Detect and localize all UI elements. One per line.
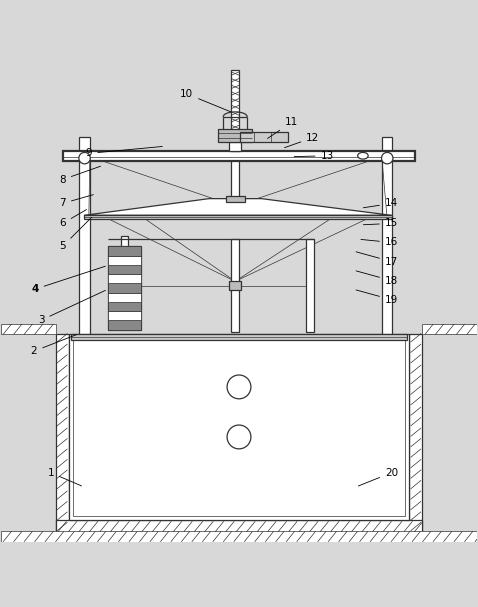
Bar: [231, 239, 239, 332]
Circle shape: [381, 152, 393, 164]
Text: 18: 18: [356, 271, 398, 286]
Text: 11: 11: [268, 117, 298, 138]
Bar: [218, 129, 252, 143]
Bar: [0, 531, 478, 542]
Text: 6: 6: [59, 209, 87, 228]
Bar: [382, 137, 392, 334]
Text: 7: 7: [59, 195, 93, 208]
Bar: [108, 265, 141, 274]
Circle shape: [79, 152, 90, 164]
Bar: [108, 283, 141, 293]
Bar: [108, 311, 141, 320]
Text: 17: 17: [356, 252, 398, 266]
Text: 4: 4: [32, 266, 105, 294]
Text: 16: 16: [361, 237, 398, 248]
Text: 10: 10: [180, 89, 231, 112]
Text: 19: 19: [356, 290, 398, 305]
Bar: [231, 160, 239, 198]
Bar: [73, 334, 405, 516]
Bar: [84, 215, 391, 219]
Bar: [108, 302, 141, 311]
Bar: [108, 246, 141, 256]
Text: 8: 8: [59, 166, 100, 185]
Text: 3: 3: [38, 290, 106, 325]
Text: 9: 9: [86, 146, 163, 158]
Bar: [231, 70, 239, 151]
Text: 20: 20: [358, 468, 398, 486]
Bar: [108, 293, 141, 302]
Circle shape: [227, 425, 251, 449]
Text: 14: 14: [363, 198, 398, 208]
Bar: [229, 143, 241, 151]
Bar: [63, 151, 415, 160]
Bar: [69, 334, 409, 520]
Bar: [79, 137, 90, 334]
Text: 15: 15: [363, 219, 398, 228]
Bar: [240, 132, 288, 143]
Bar: [423, 324, 478, 334]
Bar: [108, 274, 141, 283]
Ellipse shape: [358, 152, 368, 159]
Bar: [71, 334, 407, 340]
Bar: [229, 281, 241, 290]
Bar: [108, 256, 141, 265]
Text: 5: 5: [59, 217, 92, 251]
Bar: [55, 520, 423, 533]
Bar: [409, 334, 423, 533]
Bar: [306, 239, 315, 332]
Bar: [108, 246, 141, 330]
Bar: [55, 334, 69, 533]
Bar: [0, 324, 55, 334]
Text: 1: 1: [47, 468, 82, 486]
Bar: [226, 196, 245, 202]
Text: 12: 12: [284, 133, 319, 148]
Bar: [108, 320, 141, 330]
Polygon shape: [84, 198, 391, 215]
Text: 13: 13: [294, 151, 334, 161]
Circle shape: [227, 375, 251, 399]
Bar: [121, 236, 128, 246]
Text: 2: 2: [31, 334, 77, 356]
